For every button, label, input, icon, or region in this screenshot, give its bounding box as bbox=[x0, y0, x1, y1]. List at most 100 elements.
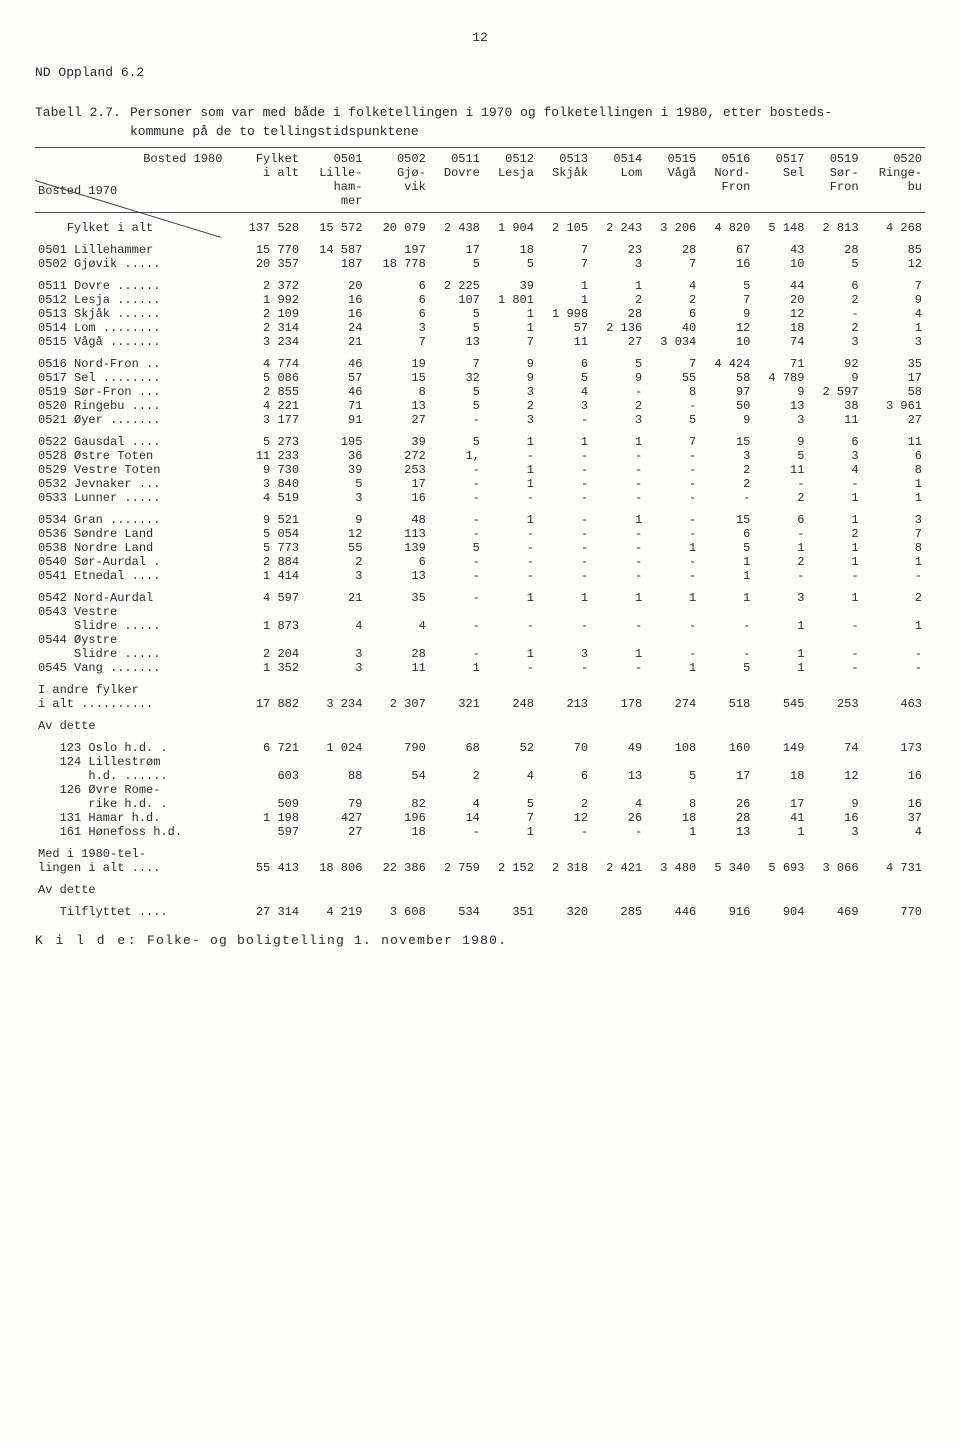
cell: 55 413 bbox=[229, 861, 302, 875]
cell: 12 bbox=[699, 321, 753, 335]
cell: 6 bbox=[753, 505, 807, 527]
cell bbox=[429, 605, 483, 619]
table-row: 0529 Vestre Toten9 73039253-1---21148 bbox=[35, 463, 925, 477]
cell: 71 bbox=[302, 399, 365, 413]
cell: 3 bbox=[302, 661, 365, 675]
table-row: 0536 Søndre Land5 05412113-----6-27 bbox=[35, 527, 925, 541]
cell: 57 bbox=[302, 371, 365, 385]
cell bbox=[229, 839, 302, 861]
cell: 1 bbox=[591, 271, 645, 293]
cell: 5 bbox=[483, 797, 537, 811]
cell: 27 bbox=[365, 413, 428, 427]
cell: 5 273 bbox=[229, 427, 302, 449]
cell: 11 bbox=[365, 661, 428, 675]
cell: 1 bbox=[483, 583, 537, 605]
cell: 4 bbox=[862, 307, 925, 321]
cell: 16 bbox=[862, 797, 925, 811]
cell: 3 480 bbox=[645, 861, 699, 875]
cell: 9 bbox=[302, 505, 365, 527]
cell bbox=[429, 633, 483, 647]
cell: 4 820 bbox=[699, 213, 753, 236]
cell: 1 bbox=[807, 555, 861, 569]
table-row: Slidre .....2 204328-131--1-- bbox=[35, 647, 925, 661]
col-header: Fylketi alt bbox=[229, 148, 302, 213]
cell: 7 bbox=[537, 235, 591, 257]
cell: 20 357 bbox=[229, 257, 302, 271]
cell: 82 bbox=[365, 797, 428, 811]
cell bbox=[537, 711, 591, 733]
cell: 28 bbox=[645, 235, 699, 257]
cell: - bbox=[429, 477, 483, 491]
table-title-row: Tabell 2.7. Personer som var med både i … bbox=[35, 105, 925, 120]
row-label: 0540 Sør-Aurdal . bbox=[35, 555, 229, 569]
cell: - bbox=[429, 647, 483, 661]
cell: 17 882 bbox=[229, 697, 302, 711]
cell: 3 bbox=[807, 449, 861, 463]
cell bbox=[302, 633, 365, 647]
cell: 16 bbox=[862, 769, 925, 783]
row-label: h.d. ...... bbox=[35, 769, 229, 783]
cell: 39 bbox=[365, 427, 428, 449]
col-header: 0511Dovre bbox=[429, 148, 483, 213]
cell: 68 bbox=[429, 733, 483, 755]
cell: 17 bbox=[862, 371, 925, 385]
cell: 71 bbox=[753, 349, 807, 371]
cell: 4 bbox=[807, 463, 861, 477]
table-title-2: kommune på de to tellingstidspunktene bbox=[130, 124, 925, 139]
table-row: 0516 Nord-Fron ..4 7744619796574 4247192… bbox=[35, 349, 925, 371]
table-row: 0519 Sør-Fron ...2 855468534-89792 59758 bbox=[35, 385, 925, 399]
cell: 1 bbox=[537, 293, 591, 307]
cell: 1 998 bbox=[537, 307, 591, 321]
cell: 13 bbox=[591, 769, 645, 783]
cell: 40 bbox=[645, 321, 699, 335]
cell: 253 bbox=[807, 697, 861, 711]
table-row: 0511 Dovre ......2 3722062 2253911454467 bbox=[35, 271, 925, 293]
cell: 5 bbox=[699, 541, 753, 555]
cell: 17 bbox=[429, 235, 483, 257]
row-label: 0516 Nord-Fron .. bbox=[35, 349, 229, 371]
cell: 15 bbox=[699, 427, 753, 449]
cell: - bbox=[807, 307, 861, 321]
cell: 3 bbox=[862, 505, 925, 527]
table-body: Fylket i alt137 52815 57220 0792 4381 90… bbox=[35, 213, 925, 920]
row-label: 123 Oslo h.d. . bbox=[35, 733, 229, 755]
cell: - bbox=[429, 569, 483, 583]
cell: 2 bbox=[753, 491, 807, 505]
cell bbox=[645, 875, 699, 897]
cell: 6 bbox=[807, 271, 861, 293]
corner-top: Bosted 1980 bbox=[38, 152, 226, 166]
cell: 6 bbox=[537, 769, 591, 783]
cell: - bbox=[807, 647, 861, 661]
cell: - bbox=[429, 463, 483, 477]
cell: 5 bbox=[753, 449, 807, 463]
cell bbox=[862, 633, 925, 647]
cell: 6 bbox=[365, 307, 428, 321]
cell: 1 bbox=[753, 661, 807, 675]
cell: 160 bbox=[699, 733, 753, 755]
row-label: rike h.d. . bbox=[35, 797, 229, 811]
cell: 916 bbox=[699, 897, 753, 919]
cell: 195 bbox=[302, 427, 365, 449]
cell: 7 bbox=[645, 349, 699, 371]
cell: 2 bbox=[807, 527, 861, 541]
cell bbox=[483, 755, 537, 769]
cell: 5 693 bbox=[753, 861, 807, 875]
cell: 2 bbox=[699, 477, 753, 491]
cell: 770 bbox=[862, 897, 925, 919]
cell: 10 bbox=[753, 257, 807, 271]
table-row: rike h.d. .5097982452482617916 bbox=[35, 797, 925, 811]
cell: 35 bbox=[365, 583, 428, 605]
cell: 5 148 bbox=[753, 213, 807, 236]
cell: 9 521 bbox=[229, 505, 302, 527]
cell: 5 086 bbox=[229, 371, 302, 385]
cell: 9 bbox=[699, 307, 753, 321]
cell: 2 813 bbox=[807, 213, 861, 236]
col-header: 0520Ringe-bu bbox=[862, 148, 925, 213]
cell: 4 bbox=[302, 619, 365, 633]
cell: 12 bbox=[537, 811, 591, 825]
cell: 4 774 bbox=[229, 349, 302, 371]
cell: - bbox=[537, 491, 591, 505]
cell: 3 bbox=[537, 399, 591, 413]
cell: - bbox=[699, 619, 753, 633]
cell: 1 873 bbox=[229, 619, 302, 633]
